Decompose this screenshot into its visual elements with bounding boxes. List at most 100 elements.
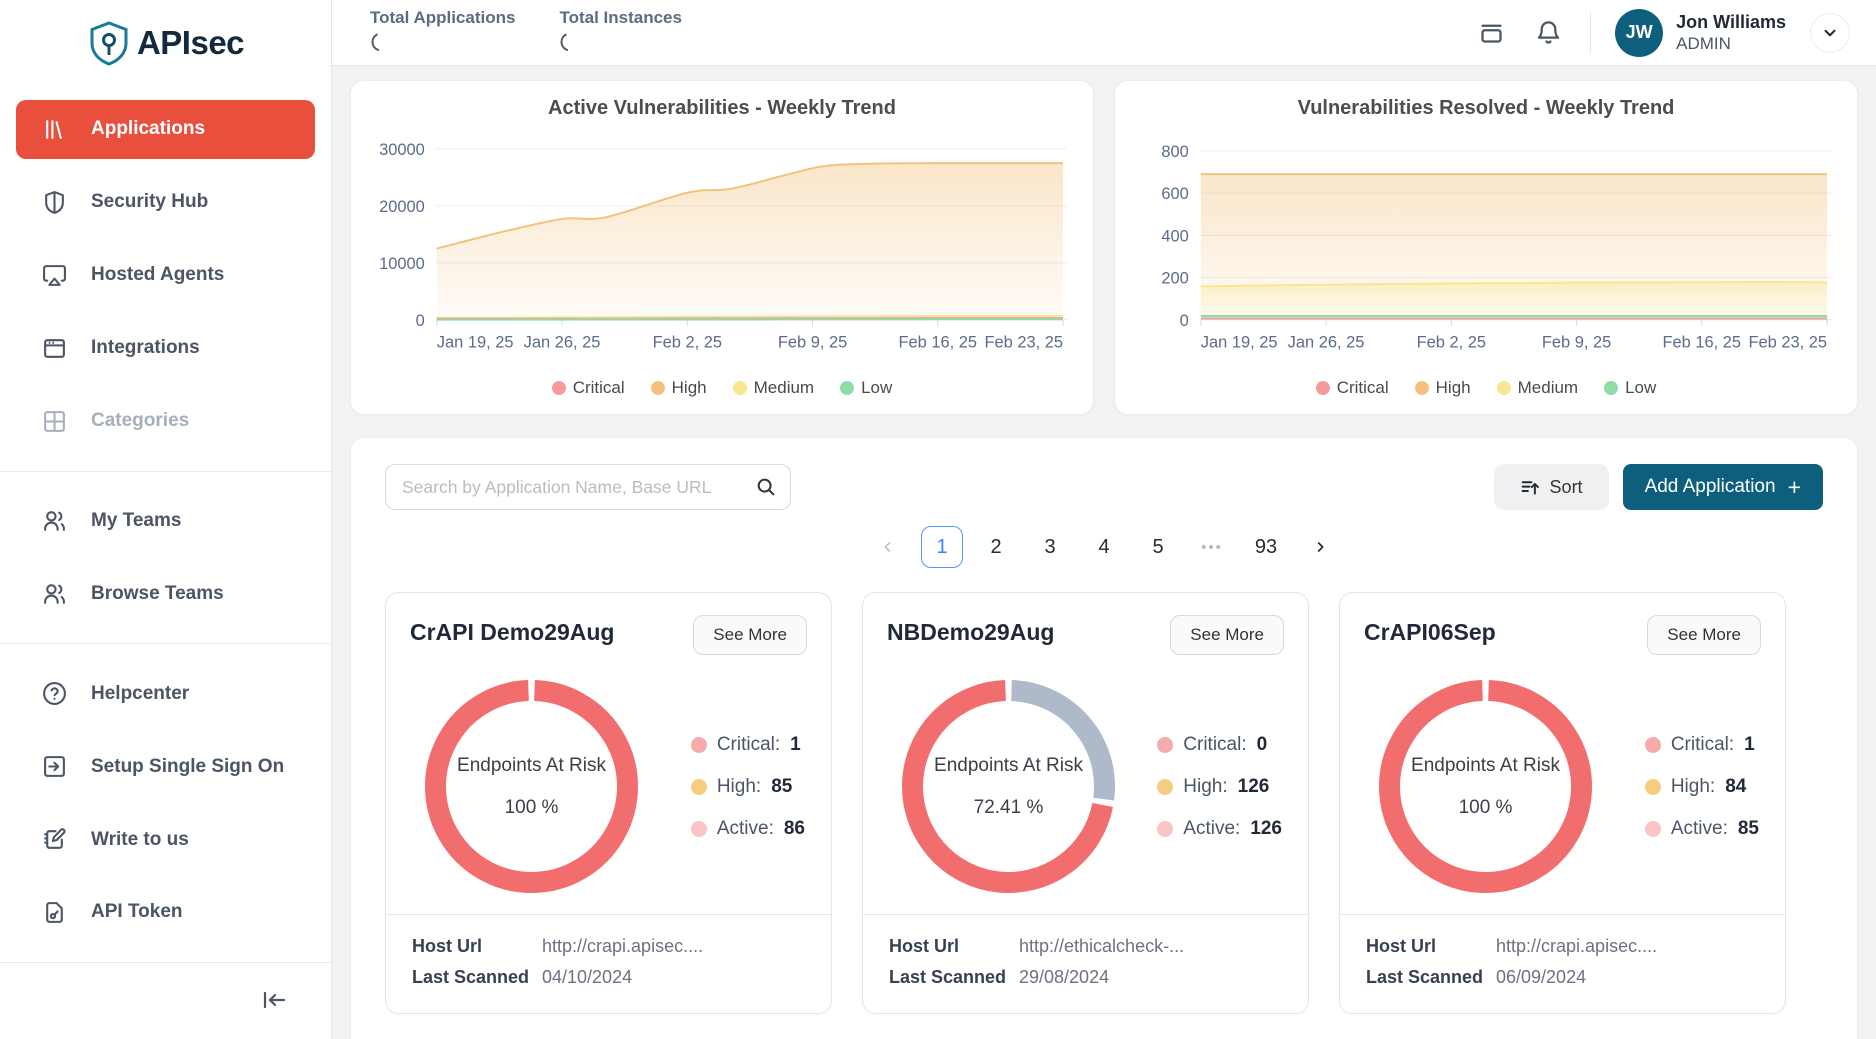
see-more-button[interactable]: See More [1647,615,1761,655]
grid-icon [42,409,67,434]
sidebar-item-label: Helpcenter [91,683,189,705]
legend-item-critical[interactable]: Critical [552,378,625,398]
add-application-button[interactable]: Add Application + [1623,464,1823,510]
application-card: CrAPI06Sep See More Endpoints At Risk 10… [1339,592,1786,1014]
pagination-page-93[interactable]: 93 [1245,526,1287,568]
legend-item-low[interactable]: Low [840,378,892,398]
critical-stat: Critical:1 [691,734,805,756]
host-url-label: Host Url [1366,931,1496,962]
legend-item-low[interactable]: Low [1604,378,1656,398]
legend-item-high[interactable]: High [651,378,707,398]
avatar[interactable]: JW [1615,9,1663,57]
shield-icon [42,190,67,215]
sidebar-item-label: Setup Single Sign On [91,756,284,778]
sidebar-collapse-button[interactable] [261,989,287,1011]
pagination-prev-button[interactable] [867,526,909,568]
high-stat: High:85 [691,776,805,798]
search-input[interactable] [385,464,791,510]
notifications-button[interactable] [1529,13,1568,52]
topbar-divider [1590,12,1591,54]
sidebar-item-helpcenter[interactable]: Helpcenter [16,664,315,723]
pagination-page-1[interactable]: 1 [921,526,963,568]
active-stat: Active:86 [691,818,805,840]
chart-legend: Critical High Medium Low [1129,372,1843,406]
critical-stat: Critical:1 [1645,734,1759,756]
high-dot-icon [1157,779,1173,795]
sort-button[interactable]: Sort [1494,464,1609,510]
svg-text:Feb 16, 25: Feb 16, 25 [1662,334,1741,352]
sidebar-divider [0,471,331,472]
app-logo-text: APIsec [137,24,244,62]
sidebar-item-label: Security Hub [91,191,208,213]
endpoints-at-risk-donut: Endpoints At Risk 100 % [414,669,649,904]
svg-text:200: 200 [1161,270,1188,288]
sidebar-item-browse-teams[interactable]: Browse Teams [16,564,315,623]
user-menu-button[interactable] [1810,13,1850,53]
sidebar-item-categories[interactable]: Categories [16,392,315,451]
sidebar-item-security-hub[interactable]: Security Hub [16,173,315,232]
legend-item-high[interactable]: High [1415,378,1471,398]
application-title: NBDemo29Aug [887,615,1054,646]
pagination-page-3[interactable]: 3 [1029,526,1071,568]
pagination-ellipsis[interactable]: ••• [1191,526,1233,568]
svg-text:10000: 10000 [379,255,425,273]
svg-text:800: 800 [1161,143,1188,161]
legend-dot-icon [1415,381,1429,395]
app-logo[interactable]: APIsec [16,20,315,66]
legend-dot-icon [840,381,854,395]
host-url-value: http://ethicalcheck-... [1019,931,1184,962]
sidebar-item-hosted-agents[interactable]: Hosted Agents [16,246,315,305]
critical-dot-icon [1157,737,1173,753]
airplay-icon [42,263,67,288]
legend-item-medium[interactable]: Medium [733,378,814,398]
sidebar-item-setup-sso[interactable]: Setup Single Sign On [16,737,315,796]
sidebar-item-label: Integrations [91,337,200,359]
svg-text:30000: 30000 [379,141,425,159]
legend-dot-icon [1604,381,1618,395]
sidebar-item-integrations[interactable]: Integrations [16,319,315,378]
active-dot-icon [1157,821,1173,837]
donut-center-value: 100 % [1459,797,1513,819]
total-applications-stat: Total Applications [370,8,515,58]
topbar: Total Applications Total Instances [332,0,1876,66]
plus-icon: + [1788,476,1801,499]
total-instances-stat: Total Instances [559,8,682,58]
last-scanned-value: 06/09/2024 [1496,962,1586,993]
active-stat: Active:126 [1157,818,1282,840]
sidebar-item-applications[interactable]: Applications [16,100,315,159]
pagination-page-4[interactable]: 4 [1083,526,1125,568]
sidebar-item-write-to-us[interactable]: Write to us [16,810,315,869]
legend-item-critical[interactable]: Critical [1316,378,1389,398]
sidebar-item-api-token[interactable]: API Token [16,883,315,942]
collapse-left-icon [261,989,287,1011]
users-icon [42,508,67,533]
svg-text:600: 600 [1161,185,1188,203]
last-scanned-label: Last Scanned [412,962,542,993]
last-scanned-value: 04/10/2024 [542,962,632,993]
pagination-next-button[interactable] [1299,526,1341,568]
user-role: ADMIN [1676,33,1786,54]
vulnerabilities-resolved-chart: 0200400600800Jan 19, 25Jan 26, 25Feb 2, … [1129,124,1843,372]
critical-stat: Critical:0 [1157,734,1282,756]
legend-dot-icon [552,381,566,395]
svg-text:0: 0 [1180,312,1189,330]
see-more-button[interactable]: See More [693,615,807,655]
archive-button[interactable] [1472,13,1511,52]
host-url-value: http://crapi.apisec.... [542,931,703,962]
pagination-page-5[interactable]: 5 [1137,526,1179,568]
legend-item-medium[interactable]: Medium [1497,378,1578,398]
legend-dot-icon [651,381,665,395]
endpoints-at-risk-donut: Endpoints At Risk 72.41 % [891,669,1126,904]
last-scanned-label: Last Scanned [1366,962,1496,993]
search-icon [755,476,777,503]
see-more-button[interactable]: See More [1170,615,1284,655]
legend-dot-icon [1316,381,1330,395]
loading-spinner-icon [559,31,682,58]
add-application-label: Add Application [1645,476,1776,498]
svg-text:0: 0 [416,312,425,330]
card-footer: Host Urlhttp://crapi.apisec.... Last Sca… [1340,914,1785,1013]
pagination-page-2[interactable]: 2 [975,526,1017,568]
bell-icon [1535,19,1562,46]
users-icon [42,581,67,606]
sidebar-item-my-teams[interactable]: My Teams [16,492,315,551]
